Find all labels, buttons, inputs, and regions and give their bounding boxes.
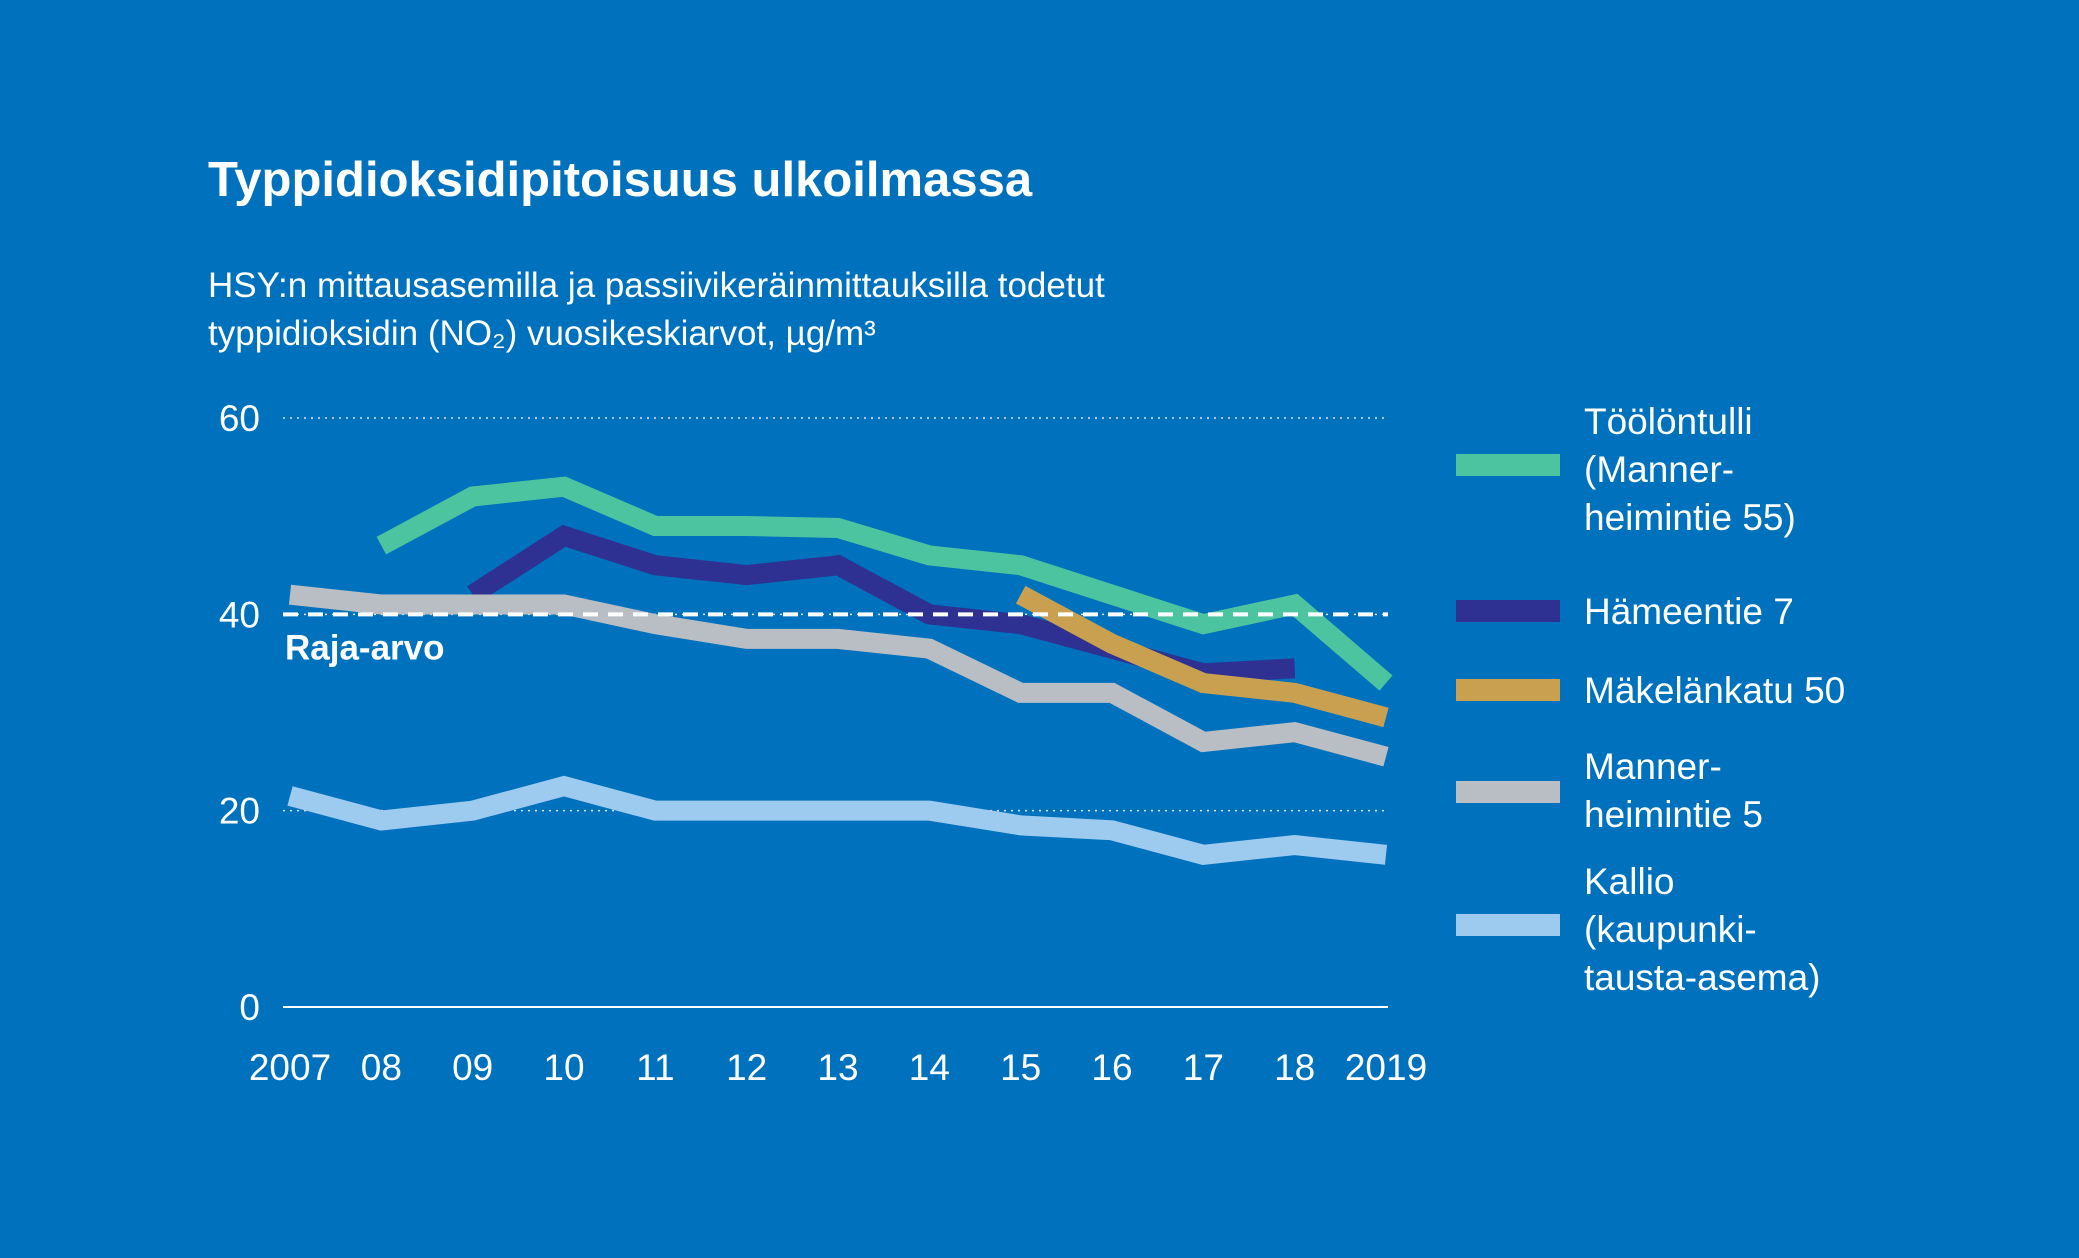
x-tick-label: 14 — [909, 1047, 950, 1088]
legend-swatch — [1456, 781, 1560, 803]
x-tick-label: 18 — [1274, 1047, 1315, 1088]
legend-swatch — [1456, 600, 1560, 622]
x-tick-label: 2007 — [249, 1047, 331, 1088]
series-line-toolontulli — [376, 476, 1393, 691]
legend-swatch — [1456, 914, 1560, 936]
y-tick-label: 0 — [239, 987, 260, 1028]
x-tick-label: 08 — [361, 1047, 402, 1088]
x-tick-label: 15 — [1000, 1047, 1041, 1088]
x-tick-label: 11 — [636, 1047, 674, 1088]
y-tick-label: 20 — [219, 791, 260, 832]
x-tick-label: 2019 — [1345, 1047, 1427, 1088]
legend-label: Töölöntulli (Manner- heimintie 55) — [1584, 401, 1796, 538]
subtitle-line-1: HSY:n mittausasemilla ja passiivikeräinm… — [208, 266, 1105, 305]
series-line-kallio — [287, 775, 1388, 865]
x-tick-label: 17 — [1183, 1047, 1224, 1088]
legend-swatch — [1456, 679, 1560, 701]
chart-subtitle: HSY:n mittausasemilla ja passiivikeräinm… — [208, 262, 1408, 358]
legend-label: Mäkelänkatu 50 — [1584, 670, 1846, 711]
y-tick-label: 60 — [219, 398, 260, 439]
chart-title: Typpidioksidipitoisuus ulkoilmassa — [208, 153, 1033, 207]
x-tick-label: 10 — [543, 1047, 584, 1088]
series-line-mannerheimintie5 — [288, 584, 1389, 767]
x-tick-label: 13 — [817, 1047, 858, 1088]
legend-label: Kallio (kaupunki- tausta-asema) — [1584, 861, 1821, 998]
y-tick-label: 40 — [219, 594, 260, 635]
legend-label: Manner- heimintie 5 — [1584, 746, 1763, 835]
x-tick-label: 16 — [1091, 1047, 1132, 1088]
legend-label: Hämeentie 7 — [1584, 591, 1794, 632]
x-tick-label: 12 — [726, 1047, 767, 1088]
subtitle-line-2: typpidioksidin (NO₂) vuosikeskiarvot, µg… — [208, 314, 876, 353]
series-line-makelankatu — [1015, 585, 1389, 728]
legend-swatch — [1456, 454, 1560, 476]
x-tick-label: 09 — [452, 1047, 493, 1088]
limit-label: Raja-arvo — [285, 628, 445, 667]
